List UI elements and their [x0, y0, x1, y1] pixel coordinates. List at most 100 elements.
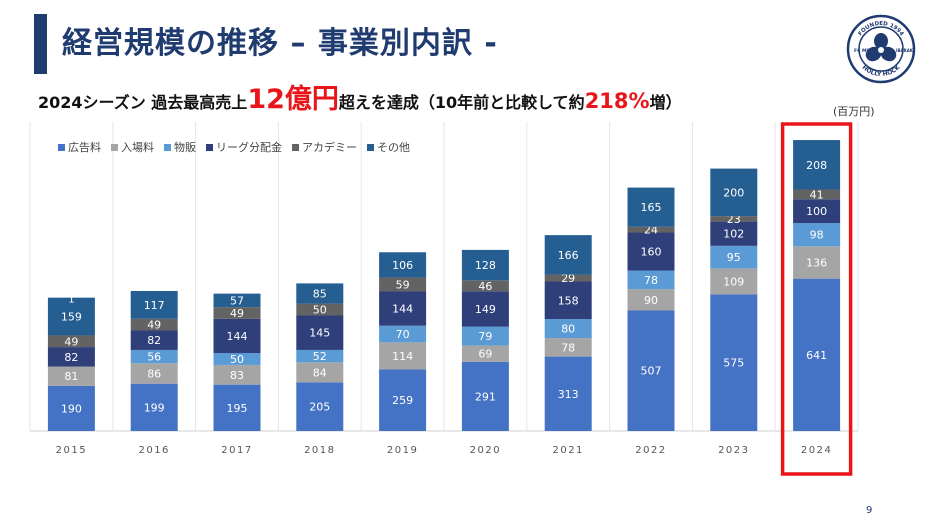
x-tick-label: 2018	[304, 445, 335, 456]
hollyhock-crest-icon	[865, 33, 897, 62]
bar-segment-2019-4	[379, 291, 427, 326]
data-label: 145	[309, 327, 330, 340]
data-label: 575	[723, 357, 744, 370]
x-tick-label: 2017	[221, 445, 252, 456]
x-tick-label: 2020	[470, 445, 501, 456]
data-label: 41	[810, 188, 824, 201]
bar-segment-2020-1	[461, 361, 509, 431]
bar-segment-2018-6	[296, 283, 344, 304]
subtitle-highlight-growth: 218%	[584, 89, 650, 113]
data-label: 208	[806, 159, 827, 172]
bar-segment-2017-1	[213, 384, 261, 431]
data-label: 82	[64, 351, 78, 364]
data-label: 205	[309, 401, 330, 414]
highlight-box-2024	[780, 122, 853, 476]
legend-label: 入場料	[121, 140, 154, 154]
data-label: 78	[561, 341, 575, 354]
data-label: 82	[147, 334, 161, 347]
bar-segment-2023-6	[710, 168, 758, 217]
data-label: 98	[810, 229, 824, 242]
data-label: 313	[558, 388, 579, 401]
data-label: 136	[806, 256, 827, 269]
subtitle-part-3: 超えを達成（10年前と比較して約	[338, 93, 585, 112]
x-tick-label: 2021	[552, 445, 583, 456]
data-label: 190	[61, 402, 82, 415]
bar-segment-2016-6	[130, 290, 178, 319]
data-label: 49	[147, 319, 161, 332]
data-label: 81	[64, 370, 78, 383]
data-label: 291	[475, 390, 496, 403]
page-title: 経営規模の推移 – 事業別内訳 -	[62, 26, 498, 61]
data-label: 200	[723, 186, 744, 199]
data-label: 144	[227, 330, 248, 343]
bar-segment-2022-1	[627, 310, 675, 431]
data-label: 199	[144, 401, 165, 414]
data-label: 95	[727, 251, 741, 264]
legend-swatch	[58, 144, 65, 151]
bar-segment-2020-5	[461, 280, 509, 292]
data-label: 259	[392, 394, 413, 407]
data-label: 50	[313, 304, 327, 317]
data-label: 86	[147, 367, 161, 380]
legend-swatch	[292, 144, 299, 151]
bar-segment-2023-4	[710, 221, 758, 246]
bar-segment-2018-1	[296, 382, 344, 431]
bar-segment-2022-6	[627, 187, 675, 227]
bar-segment-2018-3	[296, 349, 344, 363]
bar-segment-2021-6	[544, 235, 592, 275]
data-label: 52	[313, 350, 327, 363]
bar-segment-2015-1	[47, 385, 95, 431]
x-tick-label: 2022	[635, 445, 666, 456]
data-label: 102	[723, 228, 744, 241]
data-label: 49	[64, 335, 78, 348]
data-label: 160	[641, 246, 662, 259]
bar-segment-2018-4	[296, 315, 344, 350]
title-accent-bar	[34, 14, 47, 74]
bar-segment-2016-3	[130, 349, 178, 364]
bar-segment-2024-1	[793, 278, 841, 431]
data-label: 159	[61, 311, 82, 324]
data-label: 69	[478, 348, 492, 361]
legend-label: リーグ分配金	[216, 140, 282, 154]
data-label: 149	[475, 303, 496, 316]
club-logo: FOUNDED 1994 HOLLY HOCK FC MITO IBARAKI	[846, 14, 916, 84]
bar-segment-2015-2	[47, 366, 95, 386]
data-label: 78	[644, 274, 658, 287]
bar-segment-2019-3	[379, 325, 427, 343]
bar-segment-2016-2	[130, 363, 178, 384]
subtitle: 2024シーズン 過去最高売上12億円超えを達成（10年前と比較して約218%増…	[38, 80, 682, 123]
subtitle-part-5: 増）	[649, 93, 682, 112]
data-label: 46	[478, 280, 492, 293]
bar-segment-2023-5	[710, 216, 758, 222]
data-label: 24	[644, 224, 658, 237]
extra-data-label: 1	[68, 295, 74, 306]
data-label: 117	[144, 299, 165, 312]
data-label: 70	[396, 328, 410, 341]
bar-segment-2019-1	[379, 369, 427, 431]
data-label: 90	[644, 294, 658, 307]
bar-segment-2016-1	[130, 383, 178, 431]
bar-segment-2020-2	[461, 345, 509, 362]
data-label: 57	[230, 294, 244, 307]
bar-segment-2024-3	[793, 223, 841, 247]
bar-segment-2019-6	[379, 252, 427, 278]
subtitle-highlight-revenue: 12億円	[247, 84, 339, 115]
data-label: 507	[641, 365, 662, 378]
bar-segment-2023-3	[710, 245, 758, 269]
legend-label: 広告料	[68, 140, 101, 154]
bar-segment-2024-4	[793, 199, 841, 224]
subtitle-part-1: 2024シーズン 過去最高売上	[38, 93, 248, 112]
bar-segment-2020-6	[461, 249, 509, 281]
data-label: 158	[558, 294, 579, 307]
bar-segment-2022-2	[627, 289, 675, 311]
data-label: 128	[475, 259, 496, 272]
bar-segment-2017-5	[213, 307, 261, 319]
bar-segment-2015-5	[47, 335, 95, 348]
bar-segment-2024-5	[793, 189, 841, 200]
data-label: 49	[230, 307, 244, 320]
x-tick-label: 2023	[718, 445, 749, 456]
bar-segment-2019-2	[379, 342, 427, 370]
unit-label: (百万円)	[833, 105, 875, 118]
bar-segment-2015-4	[47, 347, 95, 367]
